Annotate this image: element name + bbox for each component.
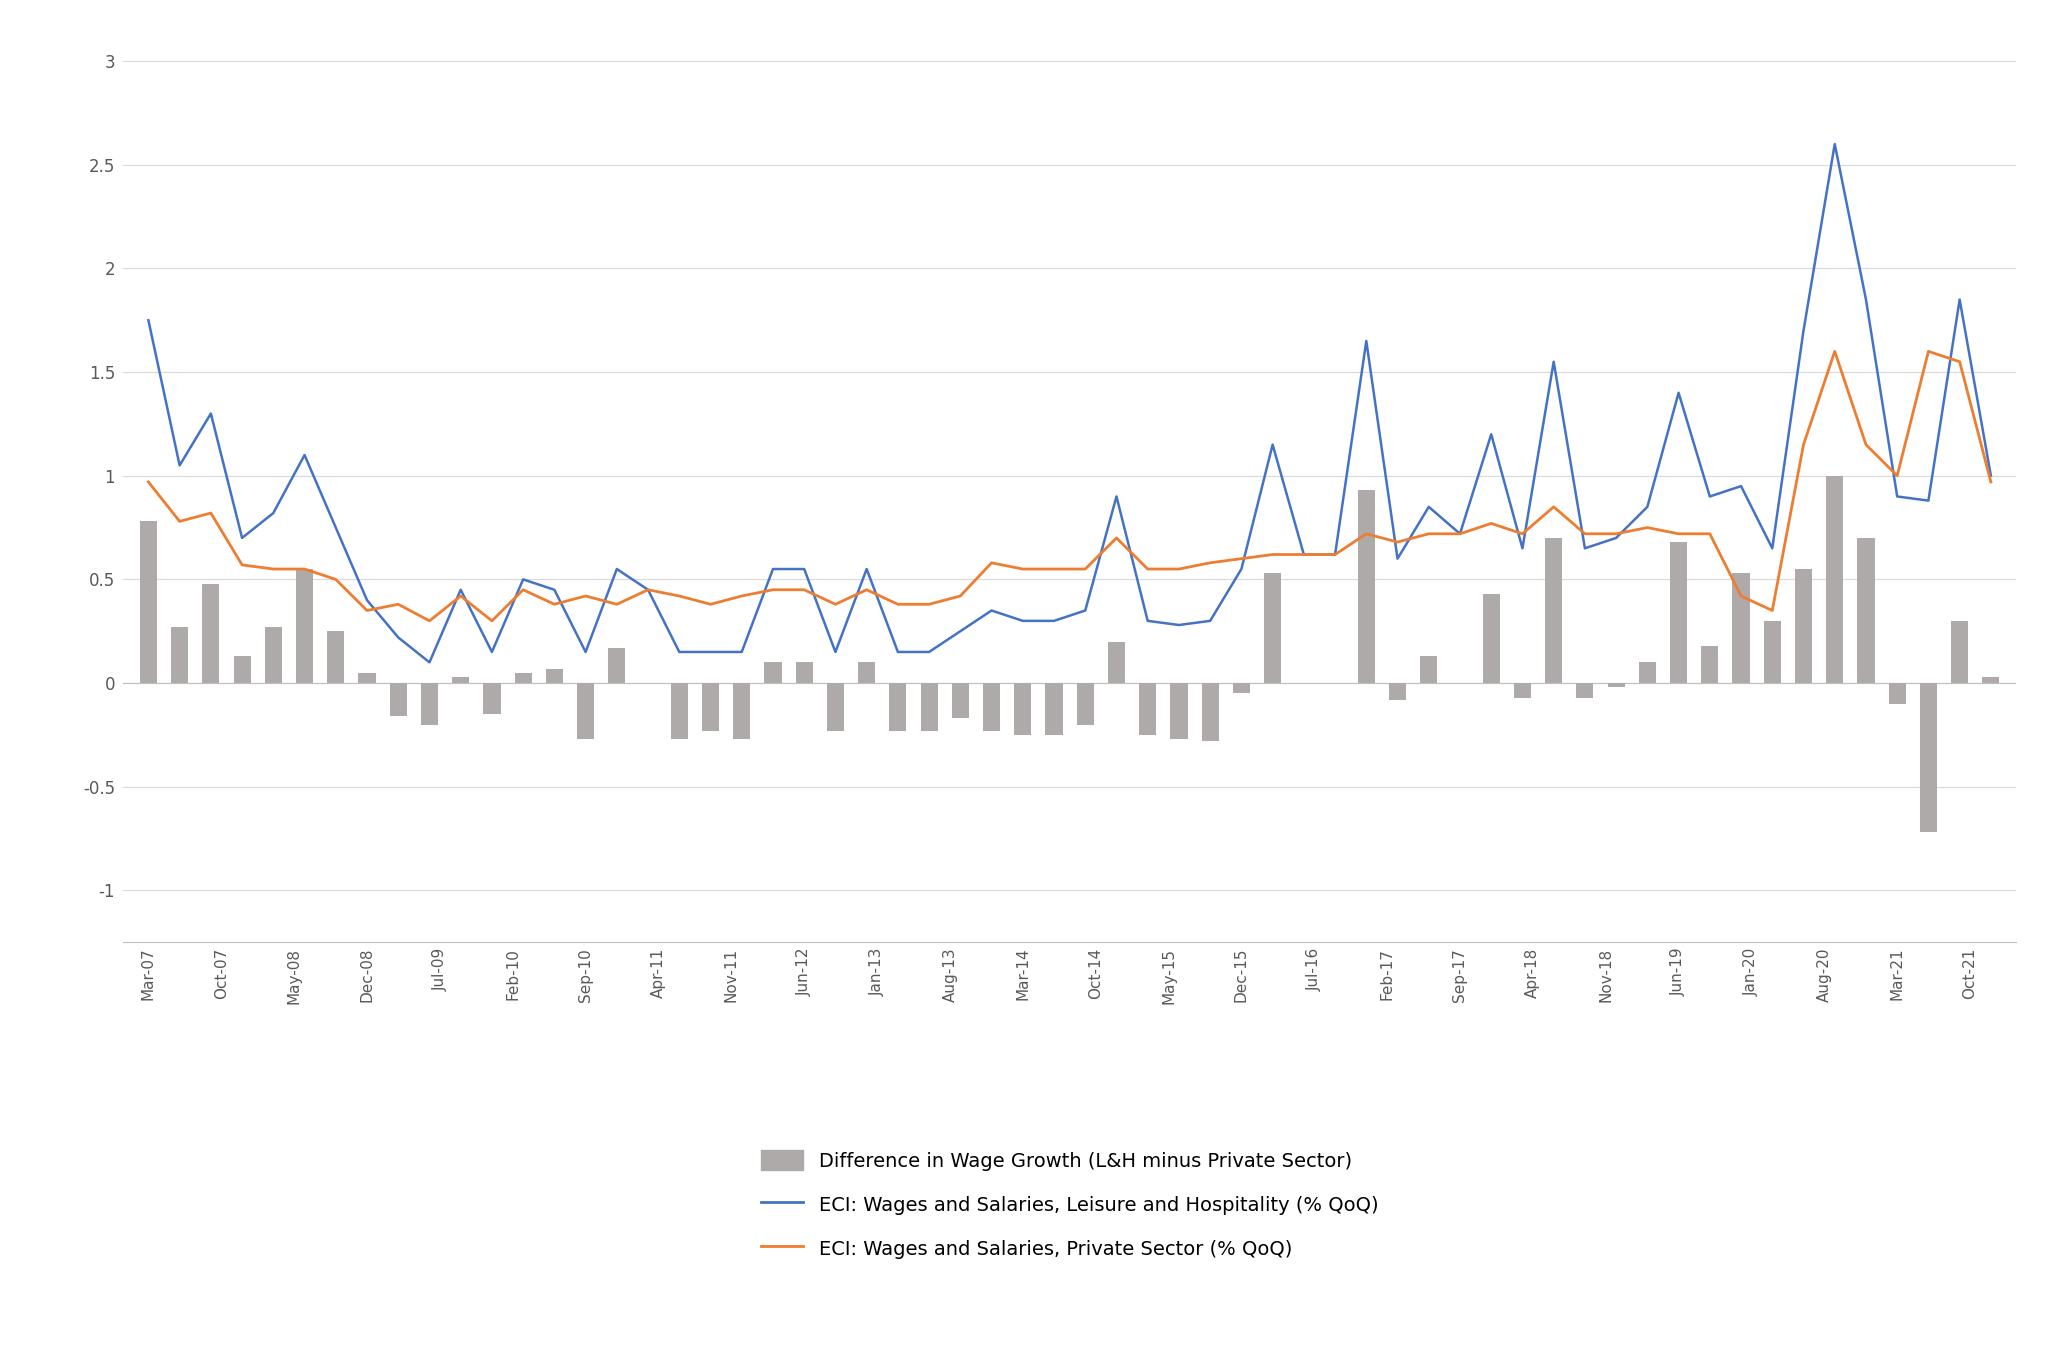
Bar — [296, 569, 313, 682]
Bar — [1109, 642, 1125, 682]
Bar — [1545, 538, 1561, 682]
Bar — [578, 682, 594, 739]
Bar — [858, 662, 874, 682]
ECI: Wages and Salaries, Leisure and Hospitality (% QoQ): (21, 0.55): Wages and Salaries, Leisure and Hospital… — [792, 561, 817, 577]
ECI: Wages and Salaries, Leisure and Hospitality (% QoQ): (18, 0.15): Wages and Salaries, Leisure and Hospital… — [697, 643, 722, 660]
ECI: Wages and Salaries, Leisure and Hospitality (% QoQ): (38, 0.62): Wages and Salaries, Leisure and Hospital… — [1323, 546, 1347, 563]
Bar — [922, 682, 938, 731]
Legend: Difference in Wage Growth (L&H minus Private Sector), ECI: Wages and Salaries, L: Difference in Wage Growth (L&H minus Pri… — [761, 1151, 1378, 1259]
Bar — [1796, 569, 1812, 682]
Bar — [889, 682, 907, 731]
Bar — [1514, 682, 1530, 697]
Bar — [1857, 538, 1874, 682]
ECI: Wages and Salaries, Leisure and Hospitality (% QoQ): (16, 0.45): Wages and Salaries, Leisure and Hospital… — [636, 581, 660, 598]
Bar — [1732, 573, 1751, 682]
ECI: Wages and Salaries, Private Sector (% QoQ): (18, 0.38): Wages and Salaries, Private Sector (% Qo… — [697, 596, 722, 612]
Bar — [1827, 475, 1843, 682]
Bar — [1701, 646, 1718, 682]
Bar — [1576, 682, 1594, 697]
ECI: Wages and Salaries, Leisure and Hospitality (% QoQ): (20, 0.55): Wages and Salaries, Leisure and Hospital… — [761, 561, 786, 577]
Bar — [545, 669, 564, 682]
ECI: Wages and Salaries, Private Sector (% QoQ): (16, 0.45): Wages and Salaries, Private Sector (% Qo… — [636, 581, 660, 598]
Bar — [1045, 682, 1063, 735]
Bar — [1265, 573, 1282, 682]
Bar — [1140, 682, 1156, 735]
ECI: Wages and Salaries, Leisure and Hospitality (% QoQ): (11, 0.15): Wages and Salaries, Leisure and Hospital… — [479, 643, 504, 660]
Bar — [1888, 682, 1905, 704]
Bar — [171, 627, 189, 682]
Bar — [609, 647, 625, 682]
Line: ECI: Wages and Salaries, Private Sector (% QoQ): ECI: Wages and Salaries, Private Sector … — [148, 351, 1991, 621]
Line: ECI: Wages and Salaries, Leisure and Hospitality (% QoQ): ECI: Wages and Salaries, Leisure and Hos… — [148, 144, 1991, 662]
ECI: Wages and Salaries, Private Sector (% QoQ): (9, 0.3): Wages and Salaries, Private Sector (% Qo… — [418, 612, 442, 629]
Bar — [1232, 682, 1251, 693]
Bar — [514, 673, 531, 682]
Bar — [983, 682, 1000, 731]
ECI: Wages and Salaries, Private Sector (% QoQ): (20, 0.45): Wages and Salaries, Private Sector (% Qo… — [761, 581, 786, 598]
Bar — [701, 682, 720, 731]
ECI: Wages and Salaries, Private Sector (% QoQ): (59, 0.97): Wages and Salaries, Private Sector (% Qo… — [1979, 474, 2004, 490]
ECI: Wages and Salaries, Private Sector (% QoQ): (54, 1.6): Wages and Salaries, Private Sector (% Qo… — [1823, 343, 1847, 359]
Bar — [1950, 621, 1969, 682]
ECI: Wages and Salaries, Private Sector (% QoQ): (0, 0.97): Wages and Salaries, Private Sector (% Qo… — [136, 474, 160, 490]
Bar — [1483, 594, 1500, 682]
Bar — [1919, 682, 1938, 832]
Bar — [234, 656, 251, 682]
ECI: Wages and Salaries, Private Sector (% QoQ): (38, 0.62): Wages and Salaries, Private Sector (% Qo… — [1323, 546, 1347, 563]
ECI: Wages and Salaries, Leisure and Hospitality (% QoQ): (9, 0.1): Wages and Salaries, Leisure and Hospital… — [418, 654, 442, 670]
Bar — [202, 584, 220, 682]
Bar — [952, 682, 969, 719]
Bar — [1609, 682, 1625, 688]
Bar — [765, 662, 782, 682]
Bar — [453, 677, 469, 682]
ECI: Wages and Salaries, Private Sector (% QoQ): (11, 0.3): Wages and Salaries, Private Sector (% Qo… — [479, 612, 504, 629]
Bar — [1670, 542, 1687, 682]
Bar — [140, 521, 156, 682]
Bar — [827, 682, 843, 731]
Bar — [1639, 662, 1656, 682]
Bar — [1358, 490, 1374, 682]
Bar — [1201, 682, 1218, 742]
Bar — [1983, 677, 1999, 682]
Bar — [422, 682, 438, 724]
ECI: Wages and Salaries, Leisure and Hospitality (% QoQ): (54, 2.6): Wages and Salaries, Leisure and Hospital… — [1823, 136, 1847, 152]
Bar — [389, 682, 407, 716]
Bar — [796, 662, 813, 682]
Bar — [1170, 682, 1187, 739]
Bar — [1763, 621, 1781, 682]
ECI: Wages and Salaries, Leisure and Hospitality (% QoQ): (0, 1.75): Wages and Salaries, Leisure and Hospital… — [136, 312, 160, 328]
ECI: Wages and Salaries, Leisure and Hospitality (% QoQ): (59, 1): Wages and Salaries, Leisure and Hospital… — [1979, 467, 2004, 483]
Bar — [327, 631, 344, 682]
Bar — [1014, 682, 1031, 735]
Bar — [732, 682, 751, 739]
Bar — [483, 682, 500, 715]
Bar — [265, 627, 282, 682]
Bar — [1388, 682, 1407, 700]
ECI: Wages and Salaries, Private Sector (% QoQ): (21, 0.45): Wages and Salaries, Private Sector (% Qo… — [792, 581, 817, 598]
Bar — [358, 673, 376, 682]
Bar — [671, 682, 687, 739]
Bar — [1076, 682, 1094, 724]
Bar — [1419, 656, 1438, 682]
